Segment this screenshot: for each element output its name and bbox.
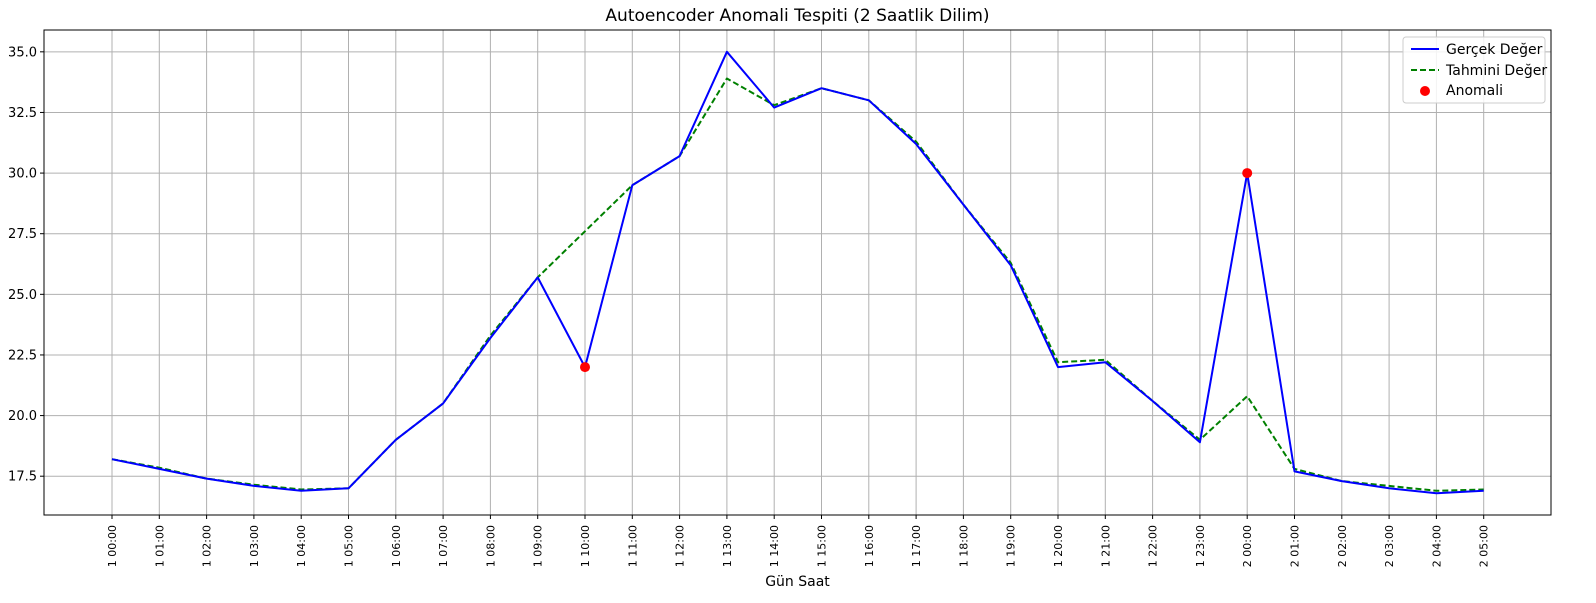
y-tick-label: 32.5 [8,106,37,121]
anomaly-points [580,168,1253,373]
y-tick-label: 30.0 [8,167,37,182]
x-tick-label: 1 18:00 [957,525,970,567]
legend-label-anomali: Anomali [1446,83,1503,99]
x-tick-label: 1 05:00 [343,525,356,567]
x-tick-label: 1 07:00 [437,525,450,567]
x-tick-label: 2 02:00 [1336,525,1349,567]
x-tick-label: 1 10:00 [579,525,592,567]
legend-label-gercek: Gerçek Değer [1446,42,1543,58]
x-tick-label: 1 17:00 [910,525,923,567]
anomaly-point [1242,168,1253,179]
x-tick-label: 1 06:00 [390,525,403,567]
x-tick-label: 1 15:00 [816,525,829,567]
x-tick-label: 2 04:00 [1430,525,1443,567]
x-tick-label: 1 03:00 [248,525,261,567]
legend: Gerçek Değer Tahmini Değer Anomali [1402,36,1547,104]
x-tick-label: 2 00:00 [1241,525,1254,567]
x-tick-label: 1 14:00 [768,525,781,567]
x-axis-label: Gün Saat [765,574,830,590]
legend-swatch-anomali [1420,86,1430,96]
x-tick-label: 1 11:00 [626,525,639,567]
y-tick-label: 27.5 [8,227,37,242]
x-tick-label: 1 16:00 [863,525,876,567]
x-tick-label: 1 13:00 [721,525,734,567]
plot-background [44,30,1551,515]
y-tick-label: 25.0 [8,288,37,303]
x-tick-label: 1 01:00 [153,525,166,567]
y-tick-label: 35.0 [8,45,37,60]
x-tick-label: 1 21:00 [1099,525,1112,567]
x-tick-label: 1 19:00 [1005,525,1018,567]
x-tick-label: 1 09:00 [532,525,545,567]
x-tick-label: 1 08:00 [484,525,497,567]
x-tick-label: 2 03:00 [1383,525,1396,567]
x-tick-label: 1 04:00 [295,525,308,567]
x-tick-label: 1 02:00 [201,525,214,567]
anomaly-point [580,362,590,373]
x-tick-label: 1 22:00 [1147,525,1160,567]
legend-label-tahmini: Tahmini Değer [1445,63,1547,79]
legend-box [1402,36,1546,104]
x-tick-label: 1 12:00 [674,525,687,567]
series-line-gercek [111,50,1484,495]
x-tick-label: 2 01:00 [1289,525,1302,567]
chart-title: Autoencoder Anomali Tespiti (2 Saatlik D… [605,6,989,26]
axis-ticks: 1 00:00 1 01:00 1 02:00 1 03:00 1 04:00 1 05:… [8,45,1491,567]
y-tick-label: 20.0 [8,409,37,424]
grid-lines [44,30,1551,515]
y-tick-label: 22.5 [8,348,37,363]
plot-frame [43,29,1552,516]
series-line-tahmini [111,77,1484,492]
x-tick-label: 1 23:00 [1194,525,1207,567]
x-tick-label: 1 00:00 [106,525,119,567]
y-tick-label: 17.5 [8,470,37,485]
series-lines [111,50,1484,495]
x-tick-label: 1 20:00 [1052,525,1065,567]
x-tick-label: 2 05:00 [1478,525,1491,567]
